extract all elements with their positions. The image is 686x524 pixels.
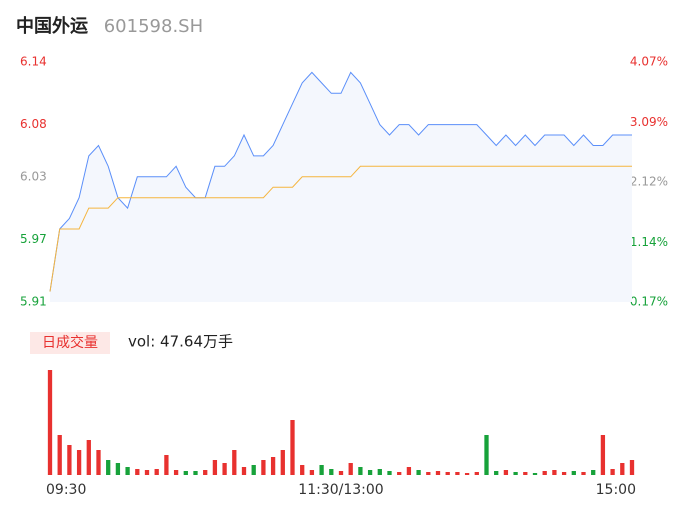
volume-bar: [222, 463, 227, 475]
volume-bar: [309, 470, 315, 475]
volume-total: vol: 47.64万手: [128, 333, 233, 351]
volume-bar: [367, 470, 373, 475]
volume-bar: [591, 470, 596, 475]
stock-code: 601598.SH: [103, 16, 204, 37]
volume-bar: [455, 472, 460, 475]
volume-bar: [67, 445, 72, 475]
volume-bar: [241, 467, 247, 475]
price-line: [49, 71, 632, 292]
volume-label: 日成交量: [42, 334, 98, 351]
volume-bar: [290, 420, 295, 475]
volume-bar: [47, 370, 53, 475]
average-line: [49, 165, 632, 292]
volume-bar: [358, 467, 363, 475]
y-tick-label: 5.91: [20, 295, 47, 309]
volume-bar: [173, 470, 179, 475]
y2-tick-label: 4.07%: [630, 55, 668, 69]
x-tick-label: 11:30/13:00: [298, 482, 383, 498]
volume-bar: [261, 460, 266, 475]
stock-name: 中国外运: [16, 16, 88, 37]
volume-legend-box: [30, 332, 110, 354]
volume-bar: [474, 472, 479, 475]
volume-bar: [125, 467, 130, 475]
volume-bar: [106, 460, 111, 475]
volume-bar: [348, 463, 353, 475]
volume-bar: [144, 470, 150, 475]
volume-bar: [610, 469, 615, 475]
volume-bar: [76, 450, 82, 475]
y-tick-label: 5.97: [20, 232, 47, 246]
volume-bar: [183, 471, 188, 475]
volume-bar: [251, 465, 256, 475]
volume-bar: [523, 472, 528, 475]
volume-bar: [193, 471, 198, 475]
volume-bar: [96, 450, 101, 475]
volume-bar: [232, 450, 237, 475]
volume-bar: [329, 469, 334, 475]
volume-bar: [464, 473, 470, 475]
y2-tick-label: 0.17%: [630, 295, 668, 309]
volume-bar: [300, 465, 305, 475]
volume-bar: [115, 463, 121, 475]
x-tick-label: 15:00: [596, 482, 636, 498]
volume-bar: [57, 435, 62, 475]
y-tick-label: 6.08: [20, 117, 47, 131]
volume-bar: [426, 472, 431, 475]
volume-bar: [484, 435, 489, 475]
volume-bar: [532, 473, 538, 475]
volume-bar: [416, 470, 421, 475]
volume-bar: [164, 455, 169, 475]
volume-bar: [552, 470, 557, 475]
volume-bar: [338, 471, 344, 475]
volume-bar: [212, 460, 218, 475]
volume-bar: [561, 472, 567, 475]
volume-bar: [571, 471, 576, 475]
volume-bar: [503, 470, 509, 475]
volume-bar: [600, 435, 606, 475]
volume-bar: [629, 460, 635, 475]
volume-bar: [542, 471, 547, 475]
y2-tick-label: 3.09%: [630, 115, 668, 129]
volume-bar: [154, 469, 159, 475]
y-tick-label: 6.14: [20, 55, 47, 69]
volume-bar: [270, 457, 276, 475]
volume-bar: [494, 471, 499, 475]
volume-bar: [135, 469, 140, 475]
header: 中国外运 601598.SH: [16, 12, 203, 38]
volume-bar: [445, 472, 450, 475]
volume-bar: [203, 470, 208, 475]
volume-bar: [86, 440, 91, 475]
volume-bar: [397, 472, 402, 475]
volume-bar: [377, 469, 382, 475]
price-area: [50, 72, 632, 303]
volume-bar: [406, 467, 412, 475]
y2-tick-label: 1.14%: [630, 235, 668, 249]
volume-bar: [620, 463, 625, 475]
volume-bar: [387, 471, 392, 475]
y-tick-label: 6.03: [20, 169, 47, 183]
volume-bar: [319, 465, 324, 475]
volume-bar: [280, 450, 285, 475]
x-tick-label: 09:30: [46, 482, 86, 498]
volume-bar: [581, 472, 586, 475]
y2-tick-label: 2.12%: [630, 175, 668, 189]
volume-bar: [435, 471, 441, 475]
volume-bar: [513, 472, 518, 475]
